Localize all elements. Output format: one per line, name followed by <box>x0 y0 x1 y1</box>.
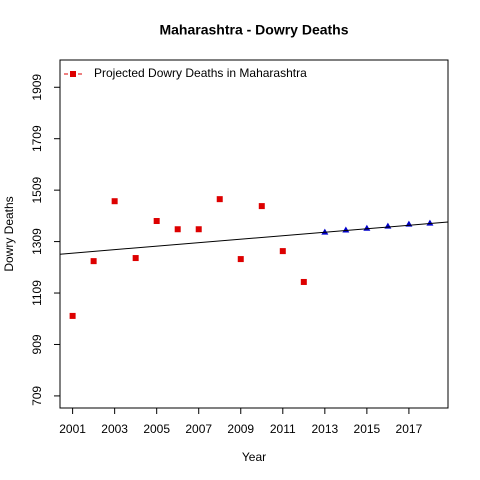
y-tick-label: 1109 <box>30 280 44 306</box>
x-tick-label: 2007 <box>185 422 212 436</box>
chart-title: Maharashtra - Dowry Deaths <box>159 22 348 38</box>
plot-frame <box>59 59 449 409</box>
point <box>237 256 244 263</box>
point <box>384 222 392 229</box>
y-tick-label: 1309 <box>30 228 44 255</box>
x-tick-label: 2005 <box>143 422 170 436</box>
x-tick-label: 2013 <box>311 422 338 436</box>
trend-line <box>59 221 449 255</box>
point <box>258 203 265 210</box>
point <box>195 226 202 233</box>
y-tick-label: 1509 <box>30 176 44 203</box>
x-tick-label: 2001 <box>59 422 86 436</box>
x-tick-label: 2011 <box>270 422 296 436</box>
y-tick-label: 1909 <box>30 74 44 101</box>
x-axis-label: Year <box>242 450 266 464</box>
point <box>90 258 97 265</box>
point <box>111 198 118 205</box>
point <box>342 226 350 233</box>
x-tick-label: 2017 <box>396 422 423 436</box>
point <box>321 228 329 235</box>
y-tick-label: 909 <box>30 334 44 354</box>
point <box>132 255 139 262</box>
legend-marker <box>70 71 76 77</box>
x-tick-label: 2003 <box>101 422 128 436</box>
x-tick-label: 2009 <box>227 422 254 436</box>
y-tick-label: 1709 <box>30 125 44 152</box>
point <box>426 219 434 226</box>
point <box>216 196 223 203</box>
point <box>279 248 286 255</box>
x-tick-label: 2015 <box>354 422 381 436</box>
legend-label: Projected Dowry Deaths in Maharashtra <box>94 66 307 80</box>
y-tick-label: 709 <box>30 386 44 406</box>
point <box>363 224 371 231</box>
point <box>69 312 76 319</box>
point <box>300 278 307 285</box>
point <box>174 226 181 233</box>
point <box>153 218 160 225</box>
y-axis-label: Dowry Deaths <box>2 196 16 271</box>
